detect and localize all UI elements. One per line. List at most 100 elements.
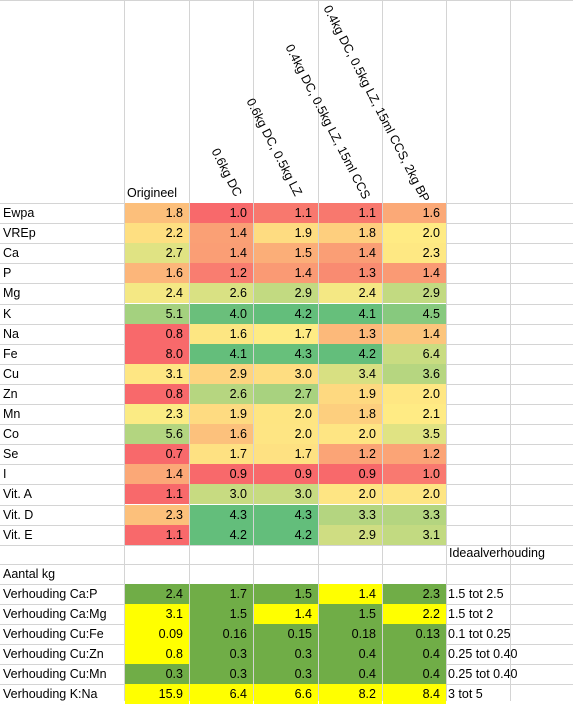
value-cell[interactable]: 6.4 [383, 343, 446, 364]
ratio-value-cell[interactable]: 1.5 [190, 603, 253, 624]
ideal-ratio-cell[interactable]: 1.5 tot 2.5 [448, 586, 504, 601]
ideal-ratio-cell[interactable]: 0.25 tot 0.40 [448, 666, 518, 681]
value-cell[interactable]: 1.5 [254, 243, 318, 264]
value-cell[interactable]: 1.4 [319, 243, 382, 264]
value-cell[interactable]: 4.0 [190, 303, 253, 324]
row-label[interactable]: Ca [3, 246, 19, 261]
value-cell[interactable]: 2.2 [125, 223, 189, 244]
row-label[interactable]: Co [3, 427, 19, 442]
ratio-label[interactable]: Verhouding Cu:Fe [3, 626, 104, 641]
ratio-value-cell[interactable]: 0.16 [190, 623, 253, 644]
value-cell[interactable]: 1.1 [125, 524, 189, 545]
value-cell[interactable]: 2.6 [190, 383, 253, 404]
ratio-value-cell[interactable]: 0.3 [190, 643, 253, 664]
value-cell[interactable]: 1.8 [125, 203, 189, 223]
value-cell[interactable]: 3.1 [125, 363, 189, 384]
ratio-label[interactable]: Verhouding K:Na [3, 686, 98, 701]
value-cell[interactable]: 2.0 [254, 404, 318, 424]
value-cell[interactable]: 2.0 [383, 484, 446, 505]
value-cell[interactable]: 1.4 [383, 323, 446, 344]
row-label[interactable]: Mg [3, 286, 21, 301]
ratio-value-cell[interactable]: 0.3 [125, 663, 189, 684]
value-cell[interactable]: 0.9 [319, 464, 382, 485]
ratio-value-cell[interactable]: 0.3 [190, 663, 253, 684]
value-cell[interactable]: 0.9 [254, 464, 318, 485]
row-label[interactable]: Se [3, 447, 19, 462]
value-cell[interactable]: 2.3 [125, 404, 189, 424]
ratio-value-cell[interactable]: 1.4 [254, 603, 318, 624]
ratio-value-cell[interactable]: 0.3 [254, 663, 318, 684]
row-label[interactable]: Vit. A [3, 487, 32, 502]
row-label[interactable]: Mn [3, 407, 21, 421]
value-cell[interactable]: 1.4 [254, 263, 318, 284]
ideal-ratio-cell[interactable]: 3 tot 5 [448, 686, 483, 701]
value-cell[interactable]: 0.9 [190, 464, 253, 485]
value-cell[interactable]: 2.1 [383, 404, 446, 424]
value-cell[interactable]: 2.0 [319, 484, 382, 505]
ratio-value-cell[interactable]: 0.18 [319, 623, 382, 644]
value-cell[interactable]: 1.6 [190, 424, 253, 445]
value-cell[interactable]: 0.7 [125, 444, 189, 465]
row-label[interactable]: Ewpa [3, 206, 35, 220]
row-label[interactable]: Zn [3, 386, 18, 401]
value-cell[interactable]: 2.6 [190, 283, 253, 304]
value-cell[interactable]: 2.4 [125, 283, 189, 304]
ratio-value-cell[interactable]: 0.4 [319, 663, 382, 684]
value-cell[interactable]: 1.4 [383, 263, 446, 284]
value-cell[interactable]: 1.4 [190, 223, 253, 244]
ratio-value-cell[interactable]: 6.6 [254, 683, 318, 704]
value-cell[interactable]: 2.0 [254, 424, 318, 445]
ratio-value-cell[interactable]: 0.09 [125, 623, 189, 644]
value-cell[interactable]: 4.5 [383, 303, 446, 324]
value-cell[interactable]: 1.3 [319, 263, 382, 284]
value-cell[interactable]: 1.6 [383, 203, 446, 223]
ratio-value-cell[interactable]: 1.5 [254, 583, 318, 604]
value-cell[interactable]: 4.2 [319, 343, 382, 364]
value-cell[interactable]: 1.0 [383, 464, 446, 485]
value-cell[interactable]: 2.0 [319, 424, 382, 445]
row-label[interactable]: Fe [3, 346, 18, 361]
value-cell[interactable]: 3.6 [383, 363, 446, 384]
value-cell[interactable]: 8.0 [125, 343, 189, 364]
value-cell[interactable]: 3.3 [319, 504, 382, 525]
row-label[interactable]: Vit. D [3, 507, 34, 522]
value-cell[interactable]: 4.3 [190, 504, 253, 525]
value-cell[interactable]: 3.3 [383, 504, 446, 525]
ratio-value-cell[interactable]: 8.2 [319, 683, 382, 704]
value-cell[interactable]: 1.7 [254, 323, 318, 344]
value-cell[interactable]: 3.4 [319, 363, 382, 384]
value-cell[interactable]: 4.1 [319, 303, 382, 324]
ratio-value-cell[interactable]: 1.5 [319, 603, 382, 624]
value-cell[interactable]: 3.0 [254, 363, 318, 384]
ratio-value-cell[interactable]: 2.3 [383, 583, 446, 604]
value-cell[interactable]: 2.4 [319, 283, 382, 304]
ratio-label[interactable]: Verhouding Cu:Mn [3, 666, 107, 681]
value-cell[interactable]: 4.1 [190, 343, 253, 364]
value-cell[interactable]: 1.1 [319, 203, 382, 223]
ratio-value-cell[interactable]: 0.4 [319, 643, 382, 664]
value-cell[interactable]: 0.8 [125, 323, 189, 344]
value-cell[interactable]: 2.0 [383, 223, 446, 244]
value-cell[interactable]: 1.4 [190, 243, 253, 264]
row-label[interactable]: Cu [3, 366, 19, 381]
ratio-value-cell[interactable]: 3.1 [125, 603, 189, 624]
value-cell[interactable]: 2.9 [383, 283, 446, 304]
row-label[interactable]: I [3, 467, 7, 482]
ratio-value-cell[interactable]: 0.8 [125, 643, 189, 664]
value-cell[interactable]: 4.3 [254, 504, 318, 525]
value-cell[interactable]: 1.9 [254, 223, 318, 244]
row-label[interactable]: P [3, 266, 12, 281]
column-header-scenario-1[interactable]: 0.6kg DC [208, 146, 245, 199]
value-cell[interactable]: 1.8 [319, 404, 382, 424]
ideal-ratio-cell[interactable]: 1.5 tot 2 [448, 606, 494, 621]
row-label[interactable]: VREp [3, 226, 36, 241]
value-cell[interactable]: 3.5 [383, 424, 446, 445]
value-cell[interactable]: 4.2 [190, 524, 253, 545]
column-header-scenario-4[interactable]: 0.4kg DC, 0.5kg LZ, 15ml CCS, 2kg BP [320, 3, 433, 205]
ideal-ratio-cell[interactable]: 0.1 tot 0.25 [448, 626, 511, 641]
ideal-ratio-cell[interactable]: 0.25 tot 0.40 [448, 646, 518, 661]
value-cell[interactable]: 2.3 [125, 504, 189, 525]
ratio-value-cell[interactable]: 0.4 [383, 643, 446, 664]
column-header-origineel[interactable]: Origineel [127, 186, 178, 200]
ratio-label[interactable]: Verhouding Ca:P [3, 586, 98, 601]
